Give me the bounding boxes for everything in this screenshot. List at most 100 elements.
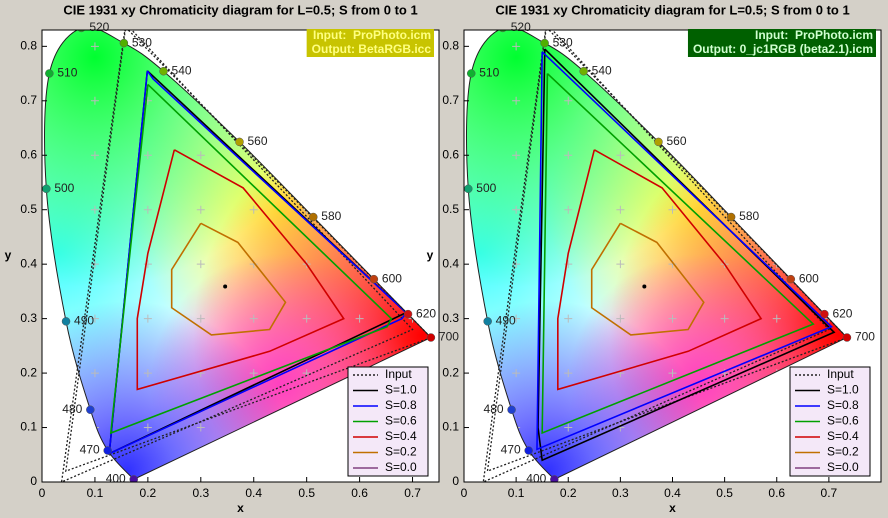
grid-marker <box>668 314 677 323</box>
series-line <box>557 149 763 391</box>
x-tick-label: 0 <box>39 486 46 500</box>
wavelength-label: 560 <box>666 134 686 148</box>
annotation-box <box>687 29 876 57</box>
series-group <box>60 30 433 482</box>
wavelength-label: 500 <box>54 181 74 195</box>
grid-marker <box>512 205 521 214</box>
y-tick-label: 0.5 <box>20 202 37 216</box>
y-tick-label: 0.4 <box>442 256 459 270</box>
grid-marker <box>143 96 152 105</box>
series-line <box>536 51 833 451</box>
wavelength-label: 700 <box>439 330 459 344</box>
grid-marker <box>355 314 364 323</box>
grid-marker <box>249 369 258 378</box>
grid-marker <box>564 369 573 378</box>
y-tick-label: 0.3 <box>20 311 37 325</box>
chart-title: CIE 1931 xy Chromaticity diagram for L=0… <box>63 2 417 17</box>
wavelength-label: 700 <box>855 330 875 344</box>
chart-panel: 4004704804905005105205305405605806006207… <box>5 2 460 515</box>
wavelength-label: 470 <box>80 443 100 457</box>
grid-marker <box>143 423 152 432</box>
y-tick-label: 0.6 <box>20 147 37 161</box>
locus-marker <box>129 475 138 482</box>
locus-marker <box>550 475 559 482</box>
legend-label: S=0.8 <box>827 398 859 412</box>
grid-marker <box>564 260 573 269</box>
locus-marker <box>507 405 516 414</box>
locus-marker <box>483 317 492 326</box>
y-tick-label: 0.7 <box>442 93 459 107</box>
x-tick-label: 0.7 <box>404 486 421 500</box>
grid-marker <box>512 42 521 51</box>
y-tick-label: 0 <box>30 474 37 488</box>
locus-marker <box>820 309 829 319</box>
grid-marker <box>143 205 152 214</box>
wavelength-label: 400 <box>106 472 126 486</box>
grid-marker <box>249 205 258 214</box>
grid-marker <box>512 151 521 160</box>
wavelength-label: 580 <box>321 209 341 223</box>
locus-marker <box>579 66 588 76</box>
grid-marker <box>90 260 99 269</box>
annotation-background <box>687 29 876 57</box>
x-tick-label: 0.4 <box>245 486 262 500</box>
x-tick-label: 0 <box>461 486 468 500</box>
legend-label: S=0.4 <box>385 429 417 443</box>
series-line <box>60 30 433 482</box>
wavelength-label: 490 <box>496 314 516 328</box>
locus-marker <box>524 446 533 455</box>
series-line <box>109 83 393 435</box>
locus-marker <box>842 333 852 342</box>
series-line <box>541 72 815 435</box>
wavelength-label: 510 <box>479 66 499 80</box>
grid-marker <box>90 42 99 51</box>
legend-label: S=0.6 <box>827 414 859 428</box>
grid-marker <box>196 423 205 432</box>
x-tick-label: 0.5 <box>298 486 315 500</box>
chart-title: CIE 1931 xy Chromaticity diagram for L=0… <box>495 2 849 17</box>
grid-marker <box>564 314 573 323</box>
chart-panel: 4004704804905005105205305405605806006207… <box>427 2 882 515</box>
grid-marker <box>196 260 205 269</box>
output-label: Output: BetaRGB.icc <box>312 42 432 56</box>
locus-marker <box>103 446 112 455</box>
grid-marker <box>772 314 781 323</box>
wavelength-label: 540 <box>172 63 192 77</box>
series-line <box>136 149 345 391</box>
legend-label: S=0.2 <box>827 445 859 459</box>
x-tick-label: 0.4 <box>664 486 681 500</box>
x-tick-label: 0.5 <box>716 486 733 500</box>
y-tick-label: 0.8 <box>442 39 459 53</box>
grid-marker <box>668 369 677 378</box>
x-tick-label: 0.2 <box>140 486 157 500</box>
wavelength-label: 480 <box>484 402 504 416</box>
white-point <box>223 284 228 289</box>
wavelength-label: 490 <box>74 314 94 328</box>
legend-label: S=0.2 <box>385 445 417 459</box>
x-tick-label: 0.3 <box>612 486 629 500</box>
series-line <box>590 222 705 336</box>
grid-marker <box>302 314 311 323</box>
wavelength-label: 530 <box>553 35 573 49</box>
y-tick-label: 0.2 <box>20 365 37 379</box>
x-tick-label: 0.1 <box>87 486 104 500</box>
legend-label: S=1.0 <box>385 383 417 397</box>
wavelength-label: 480 <box>62 402 82 416</box>
grid-marker <box>512 260 521 269</box>
grid-marker <box>196 314 205 323</box>
grid-marker <box>196 151 205 160</box>
series-group <box>482 30 849 482</box>
wavelength-label: 560 <box>247 134 267 148</box>
locus-marker <box>119 38 129 48</box>
y-tick-label: 0.7 <box>20 93 37 107</box>
grid-marker <box>564 96 573 105</box>
locus-marker <box>309 212 318 222</box>
white-point <box>642 284 647 289</box>
locus-marker <box>42 184 51 194</box>
locus-marker <box>786 274 796 284</box>
wavelength-label: 620 <box>416 306 436 320</box>
series-line <box>170 222 287 336</box>
annotation-background <box>306 29 434 57</box>
